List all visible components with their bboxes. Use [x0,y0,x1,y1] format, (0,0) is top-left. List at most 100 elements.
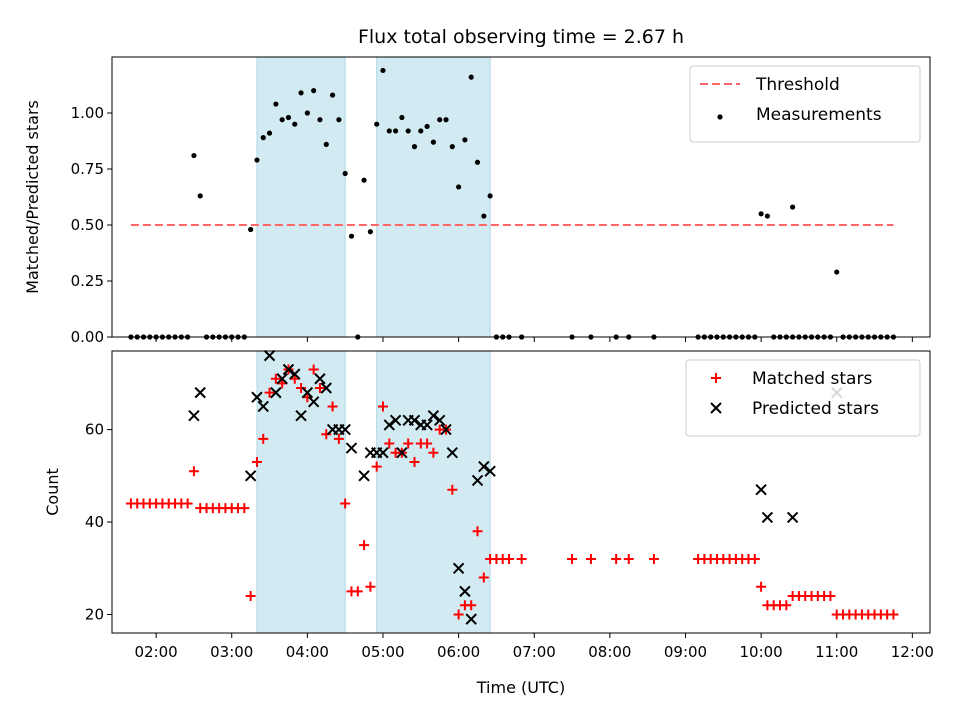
data-point-bottom-0-18 [239,503,250,514]
y-tick-label-top-2: 0.50 [71,216,104,234]
data-point-bottom-1-10 [295,410,307,422]
data-point-bottom-1-19 [358,470,370,482]
panel-bottom-count: 20 40 60 02:00 03:00 04:00 05:00 06:00 07:00 08:0… [43,349,934,661]
data-point-bottom-1-25 [396,446,408,459]
data-point-bottom-0-31 [321,429,332,440]
data-point-bottom-1-37 [471,474,484,487]
data-point-top-1-28 [304,110,310,116]
data-point-bottom-0-64 [611,554,622,565]
data-point-bottom-1-23 [383,419,395,431]
data-point-top-1-31 [323,141,329,147]
data-point-top-1-40 [380,67,386,74]
data-point-top-1-83 [790,204,796,210]
panel-top-ratio: 0.00 0.25 0.50 0.75 1.00 Matched/Predicted st… [23,56,931,346]
data-point-top-1-33 [336,117,342,123]
x-tick-label-3: 05:00 [361,643,404,661]
data-point-top-1-11 [197,193,203,199]
data-point-top-1-19 [248,226,254,233]
data-point-top-1-10 [191,152,197,159]
data-point-top-1-54 [468,74,474,80]
data-point-bottom-1-4 [257,400,269,413]
x-tick-label-10: 12:00 [891,643,934,661]
plot-frame-bottom [111,350,931,634]
x-tick-label-6: 08:00 [588,643,631,661]
data-point-top-1-23 [273,101,279,107]
data-point-bottom-1-11 [301,386,314,399]
data-point-top-1-20 [254,157,260,163]
data-point-bottom-0-39 [371,461,382,472]
y-tick-label-top-4: 1.00 [71,104,104,122]
data-point-bottom-1-29 [421,419,433,431]
data-point-top-1-26 [292,121,298,127]
data-point-top-1-27 [298,90,304,96]
data-point-bottom-1-3 [251,391,263,403]
series-bottom-0 [125,364,899,620]
data-point-bottom-0-38 [365,581,376,592]
y-axis-label-top: Matched/Predicted stars [23,100,42,294]
legend-box-top [689,65,921,143]
data-point-top-1-46 [418,128,424,134]
data-point-bottom-1-31 [433,414,446,427]
x-tick-label-0: 02:00 [134,643,177,661]
data-point-bottom-1-42 [786,511,799,524]
data-point-bottom-0-40 [377,401,388,412]
data-point-bottom-0-27 [296,382,307,393]
data-point-bottom-1-22 [377,446,389,459]
data-point-top-1-35 [348,233,355,239]
data-point-top-1-24 [279,117,285,123]
x-tick-label-1: 03:00 [210,643,253,661]
legend-box-bottom [685,359,921,437]
data-point-top-1-55 [474,159,481,165]
x-tick-label-8: 10:00 [739,643,782,661]
data-point-top-1-44 [405,128,411,134]
data-point-top-1-49 [437,117,443,123]
y-tick-label-bottom-2: 60 [85,421,104,439]
data-point-top-1-39 [374,121,380,127]
legend-label-top-0: Threshold [755,75,840,95]
data-point-bottom-1-0 [188,410,200,422]
data-point-top-1-21 [260,135,266,141]
series-top-1 [128,67,897,340]
data-point-top-1-52 [456,184,462,190]
data-point-bottom-0-10 [188,466,199,477]
data-point-bottom-0-9 [182,498,193,509]
data-point-top-1-29 [311,88,317,94]
data-point-top-1-32 [329,92,336,98]
legend-label-bottom-1: Predicted stars [752,399,879,419]
y-axis-label-bottom: Count [43,468,62,516]
legend-label-bottom-0: Matched stars [752,369,872,389]
data-point-bottom-0-33 [333,433,344,444]
data-point-bottom-1-12 [307,396,320,408]
data-point-top-1-34 [342,170,348,177]
legend-top: Threshold Measurements [689,65,921,143]
data-point-bottom-1-30 [427,410,440,422]
data-point-bottom-0-56 [478,572,489,583]
data-point-bottom-1-13 [314,373,326,385]
data-point-bottom-0-45 [409,456,420,467]
data-point-bottom-0-30 [314,382,325,393]
data-point-bottom-1-2 [244,470,257,482]
data-point-bottom-0-34 [340,498,351,509]
data-point-top-1-47 [424,123,430,130]
data-point-bottom-0-23 [270,373,281,384]
data-point-bottom-0-19 [245,591,256,602]
data-point-top-1-57 [487,193,493,199]
data-point-bottom-1-39 [484,465,496,477]
data-point-bottom-0-65 [623,554,634,565]
x-tick-label-9: 11:00 [815,643,858,661]
x-tick-label-7: 09:00 [664,643,707,661]
data-point-bottom-0-37 [359,540,370,551]
data-point-bottom-0-20 [251,456,262,467]
data-point-top-1-77 [758,211,764,217]
data-point-bottom-0-54 [466,600,477,611]
data-point-bottom-0-55 [472,526,483,537]
data-point-bottom-0-44 [403,438,414,449]
data-point-bottom-0-36 [352,586,363,597]
data-point-top-1-41 [386,128,392,134]
data-point-top-1-78 [764,213,771,219]
series-bottom-1 [188,349,843,625]
x-tick-label-5: 07:00 [513,643,556,661]
data-point-bottom-0-48 [428,447,439,458]
data-point-bottom-1-33 [446,446,459,459]
data-point-bottom-1-34 [452,562,465,574]
